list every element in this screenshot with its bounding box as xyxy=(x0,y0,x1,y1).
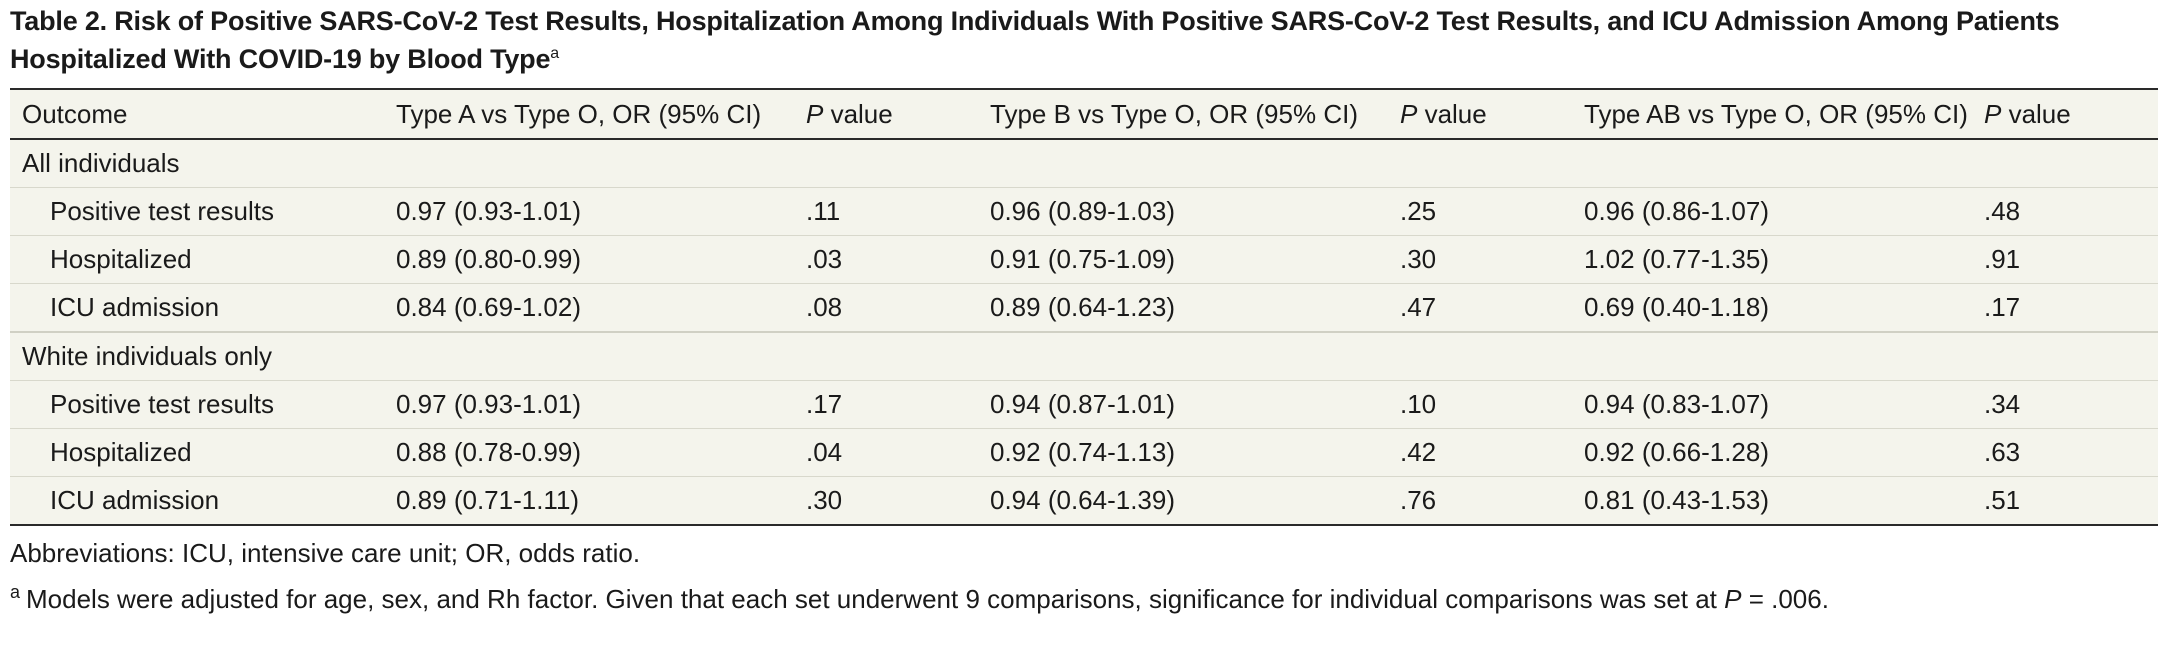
type-b-or-cell: 0.94 (0.64-1.39) xyxy=(980,476,1390,525)
outcome-cell: ICU admission xyxy=(10,476,386,525)
type-ab-or-cell: 1.02 (0.77-1.35) xyxy=(1574,235,1974,284)
type-ab-p-cell: .91 xyxy=(1974,235,2158,284)
type-ab-p-cell: .17 xyxy=(1974,283,2158,332)
type-ab-or-cell: 0.92 (0.66-1.28) xyxy=(1574,428,1974,477)
type-a-p-cell: .11 xyxy=(796,187,980,236)
type-a-p-cell: .04 xyxy=(796,428,980,477)
results-table: Outcome Type A vs Type O, OR (95% CI) P … xyxy=(10,88,2158,526)
type-ab-p-cell: .63 xyxy=(1974,428,2158,477)
table-title: Table 2. Risk of Positive SARS-CoV-2 Tes… xyxy=(10,0,2130,78)
footnote-a: a Models were adjusted for age, sex, and … xyxy=(10,582,2148,616)
type-a-p-cell: .08 xyxy=(796,283,980,332)
type-ab-p-cell: .48 xyxy=(1974,187,2158,236)
table-header-row: Outcome Type A vs Type O, OR (95% CI) P … xyxy=(10,89,2158,140)
table-row: Positive test results 0.97 (0.93-1.01) .… xyxy=(10,187,2158,236)
type-b-or-cell: 0.92 (0.74-1.13) xyxy=(980,428,1390,477)
group-label: White individuals only xyxy=(10,331,2158,381)
footnote-p-letter: P xyxy=(1724,584,1742,614)
type-b-or-cell: 0.91 (0.75-1.09) xyxy=(980,235,1390,284)
table-footnotes: Abbreviations: ICU, intensive care unit;… xyxy=(10,536,2148,616)
type-a-or-cell: 0.88 (0.78-0.99) xyxy=(386,428,796,477)
header-type-a: Type A vs Type O, OR (95% CI) xyxy=(386,89,796,140)
type-b-p-cell: .30 xyxy=(1390,235,1574,284)
abbreviations-note: Abbreviations: ICU, intensive care unit;… xyxy=(10,538,641,568)
header-type-b: Type B vs Type O, OR (95% CI) xyxy=(980,89,1390,140)
type-a-or-cell: 0.84 (0.69-1.02) xyxy=(386,283,796,332)
group-row-all-individuals: All individuals xyxy=(10,139,2158,188)
header-p-value-word: value xyxy=(2001,98,2071,129)
footnote-marker: a xyxy=(10,582,21,603)
footnote-tail: = .006. xyxy=(1741,584,1829,614)
type-a-or-cell: 0.97 (0.93-1.01) xyxy=(386,187,796,236)
table-row: Hospitalized 0.88 (0.78-0.99) .04 0.92 (… xyxy=(10,428,2158,477)
table-row: ICU admission 0.89 (0.71-1.11) .30 0.94 … xyxy=(10,476,2158,525)
type-ab-p-cell: .34 xyxy=(1974,380,2158,429)
outcome-cell: ICU admission xyxy=(10,283,386,332)
table-row: Hospitalized 0.89 (0.80-0.99) .03 0.91 (… xyxy=(10,235,2158,284)
type-b-or-cell: 0.89 (0.64-1.23) xyxy=(980,283,1390,332)
type-a-or-cell: 0.97 (0.93-1.01) xyxy=(386,380,796,429)
header-type-ab-p-value: P value xyxy=(1974,89,2158,140)
header-type-ab: Type AB vs Type O, OR (95% CI) xyxy=(1574,89,1974,140)
type-a-or-cell: 0.89 (0.80-0.99) xyxy=(386,235,796,284)
type-b-or-cell: 0.96 (0.89-1.03) xyxy=(980,187,1390,236)
type-b-p-cell: .10 xyxy=(1390,380,1574,429)
group-row-white-individuals: White individuals only xyxy=(10,331,2158,381)
outcome-cell: Positive test results xyxy=(10,187,386,236)
table-row: ICU admission 0.84 (0.69-1.02) .08 0.89 … xyxy=(10,283,2158,332)
type-a-p-cell: .17 xyxy=(796,380,980,429)
header-p-letter: P xyxy=(1984,98,2002,129)
type-ab-or-cell: 0.81 (0.43-1.53) xyxy=(1574,476,1974,525)
type-b-p-cell: .25 xyxy=(1390,187,1574,236)
header-p-letter: P xyxy=(806,98,824,129)
header-type-b-p-value: P value xyxy=(1390,89,1574,140)
group-label: All individuals xyxy=(22,148,180,178)
outcome-cell: Hospitalized xyxy=(10,428,386,477)
outcome-cell: Positive test results xyxy=(10,380,386,429)
type-ab-or-cell: 0.94 (0.83-1.07) xyxy=(1574,380,1974,429)
type-a-p-cell: .03 xyxy=(796,235,980,284)
header-type-a-p-value: P value xyxy=(796,89,980,140)
type-ab-or-cell: 0.96 (0.86-1.07) xyxy=(1574,187,1974,236)
type-b-p-cell: .76 xyxy=(1390,476,1574,525)
table-row: Positive test results 0.97 (0.93-1.01) .… xyxy=(10,380,2158,429)
title-footnote-marker: a xyxy=(550,45,559,62)
header-outcome: Outcome xyxy=(10,89,386,140)
type-b-p-cell: .47 xyxy=(1390,283,1574,332)
footnote-text: Models were adjusted for age, sex, and R… xyxy=(26,584,1725,614)
header-p-letter: P xyxy=(1400,98,1418,129)
type-b-p-cell: .42 xyxy=(1390,428,1574,477)
type-a-p-cell: .30 xyxy=(796,476,980,525)
table-title-text: Table 2. Risk of Positive SARS-CoV-2 Tes… xyxy=(10,6,2060,74)
type-a-or-cell: 0.89 (0.71-1.11) xyxy=(386,476,796,525)
header-p-value-word: value xyxy=(823,98,893,129)
outcome-cell: Hospitalized xyxy=(10,235,386,284)
type-b-or-cell: 0.94 (0.87-1.01) xyxy=(980,380,1390,429)
type-ab-p-cell: .51 xyxy=(1974,476,2158,525)
header-p-value-word: value xyxy=(1417,98,1487,129)
type-ab-or-cell: 0.69 (0.40-1.18) xyxy=(1574,283,1974,332)
